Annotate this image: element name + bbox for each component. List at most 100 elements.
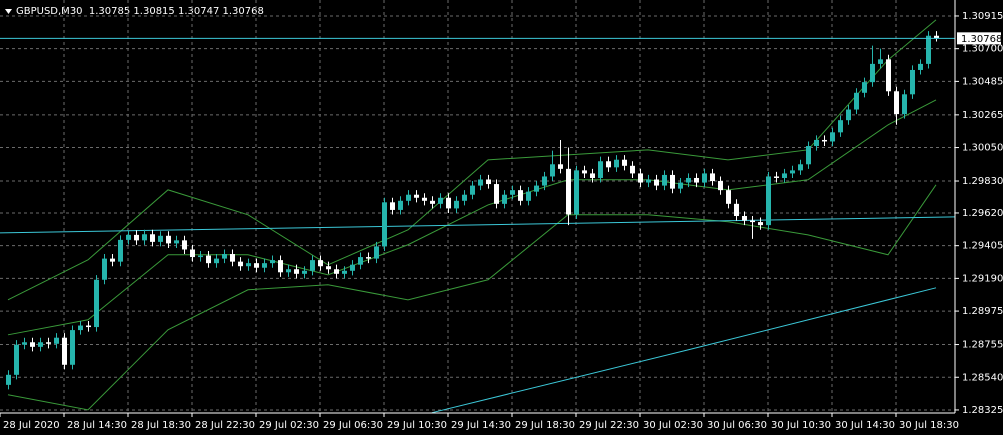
candle-body [14,344,19,375]
candle-body [334,269,339,274]
candle-body [462,194,467,201]
candle-body [790,170,795,174]
candle-body [430,200,435,204]
x-tick-label: 28 Jul 22:30 [195,420,255,431]
candle-body [846,109,851,121]
candle-body [734,203,739,217]
candle-body [582,170,587,174]
candle-body [774,176,779,178]
candle-body [230,254,235,262]
candle-body [214,258,219,264]
candle-body [894,91,899,115]
candle-body [654,179,659,186]
candle-body [926,35,931,64]
x-tick-label: 28 Jul 14:30 [67,420,127,431]
indicator-line [7,99,937,336]
candle-body [622,159,627,166]
candle-body [166,235,171,244]
indicator-line [7,184,937,411]
x-tick-label: 30 Jul 14:30 [835,420,895,431]
y-tick-label: 1.29190 [962,273,1003,284]
y-tick-label: 1.28975 [962,306,1003,317]
candle-body [470,185,475,195]
candle-body [662,174,667,186]
candle-body [438,197,443,204]
candle-body [126,234,131,240]
candle-body [190,249,195,258]
candle-body [638,173,643,183]
candle-body [614,159,619,168]
indicator-line [431,287,937,414]
candle-body [326,266,331,270]
candle-body [382,202,387,247]
x-tick-label: 30 Jul 02:30 [643,420,703,431]
candle-body [46,342,51,344]
candle-body [318,260,323,267]
candle-body [878,59,883,64]
candle-body [766,176,771,226]
candle-body [678,182,683,189]
candle-body [62,337,67,365]
candle-body [838,120,843,133]
candle-body [822,139,827,142]
x-tick-label: 29 Jul 18:30 [515,420,575,431]
y-tick-label: 1.29830 [962,176,1003,187]
x-tick-label: 28 Jul 2020 [3,420,60,431]
candle-body [254,263,259,268]
candle-body [494,184,499,204]
x-tick-label: 29 Jul 14:30 [451,420,511,431]
candle-body [550,164,555,177]
candle-body [54,337,59,344]
candle-body [110,258,115,262]
candle-body [150,234,155,242]
candle-body [886,59,891,92]
candle-body [206,255,211,264]
candle-body [598,161,603,178]
candle-body [294,269,299,274]
candle-body [478,179,483,186]
candle-body [422,197,427,201]
x-tick-label: 30 Jul 18:30 [899,420,959,431]
y-tick-label: 1.30265 [962,110,1003,121]
x-tick-label: 29 Jul 06:30 [323,420,383,431]
candle-body [134,234,139,241]
candle-body [118,239,123,262]
price-label: 1.30768 [961,34,1002,45]
x-tick-label: 30 Jul 06:30 [707,420,767,431]
candle-body [182,240,187,250]
candle-body [630,165,635,174]
candle-body [302,270,307,274]
candle-body [374,246,379,259]
candle-body [646,179,651,183]
candle-body [94,279,99,328]
candle-body [454,200,459,209]
candle-body [350,264,355,271]
candle-body [806,146,811,165]
candle-body [30,342,35,347]
candle-body [590,173,595,178]
candle-body [710,173,715,182]
candle-body [526,191,531,201]
candle-body [702,173,707,183]
y-tick-label: 1.30915 [962,11,1003,22]
candle-body [86,325,91,328]
candle-body [862,82,867,93]
candle-body [238,261,243,267]
candle-body [542,176,547,186]
candle-body [78,325,83,331]
y-tick-label: 1.30050 [962,143,1003,154]
candle-body [158,235,163,242]
candle-body [518,190,523,201]
candle-body [414,194,419,198]
candle-body [390,202,395,210]
y-tick-label: 1.30700 [962,44,1003,55]
candle-body [262,263,267,268]
candle-body [270,260,275,264]
candle-body [398,200,403,210]
y-tick-label: 1.28325 [962,405,1003,416]
candle-body [686,177,691,183]
candle-body [814,139,819,147]
candle-body [102,258,107,280]
candle-body [558,164,563,169]
